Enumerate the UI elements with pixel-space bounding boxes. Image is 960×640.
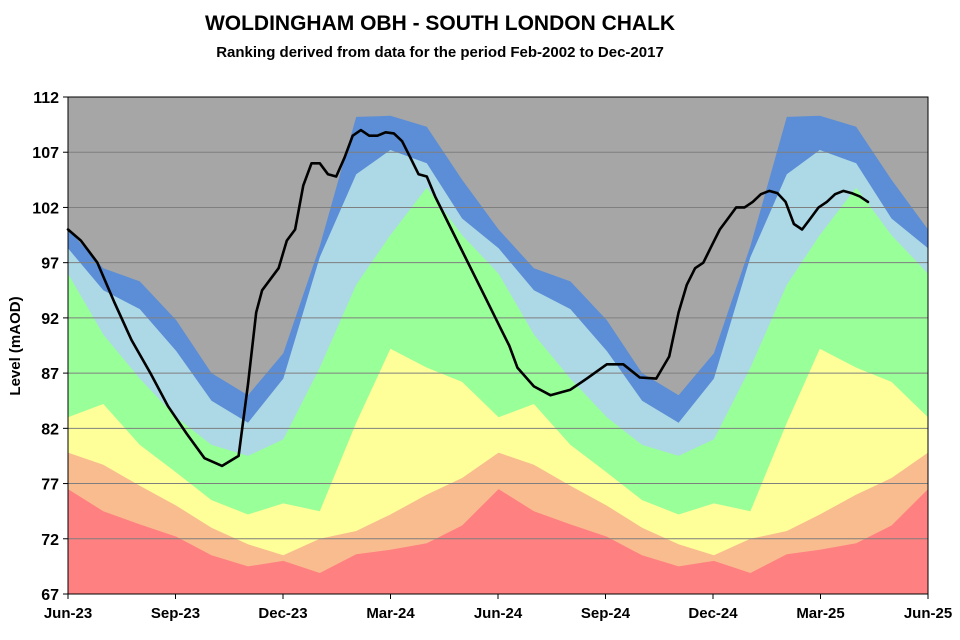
percentile-bands [68,115,928,595]
y-tick-label: 97 [41,256,59,273]
x-tick-label: Mar-25 [796,605,844,622]
percentile-band-4 [68,187,928,594]
x-tick-label: Jun-23 [44,605,92,622]
chart-title: WOLDINGHAM OBH - SOUTH LONDON CHALK [204,12,676,35]
y-tick-label: 67 [41,587,59,604]
y-tick-label: 72 [41,532,59,549]
y-tick-label: 112 [33,90,59,107]
y-axis-ticks: 67 72 77 82 87 92 97 102 107 112 [32,90,68,604]
y-tick-label: 107 [32,145,59,162]
y-tick-label: 87 [41,366,59,383]
chart-subtitle: Ranking derived from data for the period… [216,44,664,61]
x-tick-label: Dec-24 [688,605,738,622]
x-tick-label: Sep-24 [581,605,631,622]
x-tick-label: Jun-24 [474,605,523,622]
y-tick-label: 77 [41,477,59,494]
x-tick-label: Mar-24 [366,605,415,622]
y-tick-label: 102 [32,200,59,217]
x-axis-ticks: Jun-23 Sep-23 Dec-23 Mar-24 Jun-24 Sep-24 Dec-… [44,594,952,622]
x-tick-label: Sep-23 [151,605,200,622]
x-tick-label: Jun-25 [904,605,952,622]
level-line-layer [66,128,870,468]
y-tick-label: 92 [41,311,59,328]
gridlines [68,151,928,540]
y-axis-label: Level (mAOD) [7,296,24,395]
percentile-band-1 [68,489,928,594]
x-tick-label: Dec-23 [258,605,307,622]
y-tick-label: 82 [41,421,59,438]
level-line-series-1 [66,128,870,468]
